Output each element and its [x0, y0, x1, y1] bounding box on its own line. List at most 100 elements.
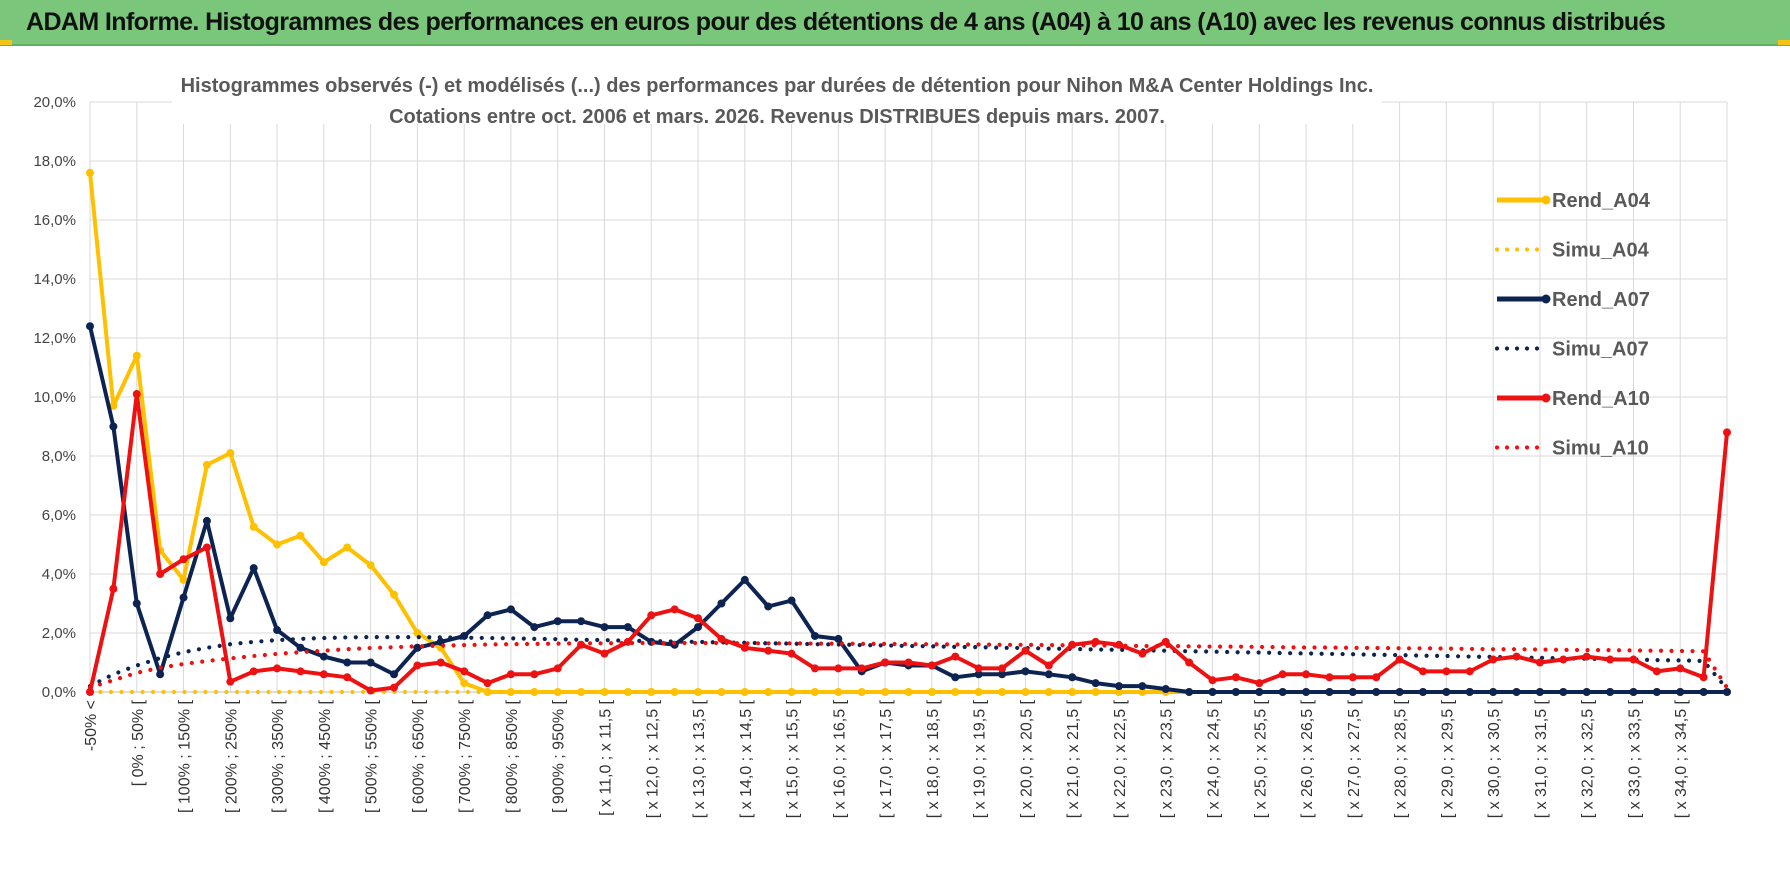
data-point-rend-a10: [974, 664, 983, 673]
data-point-rend-a07: [506, 605, 515, 614]
data-point-rend-a07: [343, 658, 352, 667]
data-point-rend-a10: [1348, 673, 1357, 682]
x-tick-label: [ x 22,0 ; x 22,5 [: [1112, 699, 1129, 818]
data-point-rend-a10: [202, 543, 211, 552]
data-point-rend-a10: [86, 688, 94, 696]
data-point-rend-a10: [1699, 673, 1708, 682]
data-point-rend-a04: [413, 629, 422, 637]
series-rend-a07: [86, 322, 1731, 696]
data-point-rend-a04: [226, 449, 235, 458]
x-tick-label: [ x 12,0 ; x 12,5 [: [644, 699, 661, 818]
x-tick-label: [ x 21,0 ; x 21,5 [: [1065, 699, 1082, 818]
grid-lines: [89, 101, 1728, 693]
data-point-rend-a07: [1044, 670, 1053, 679]
data-point-rend-a10: [834, 664, 843, 673]
legend-marker-rend-a10: [1541, 393, 1551, 403]
data-point-rend-a10: [1559, 655, 1568, 664]
x-tick-label: [ x 11,0 ; x 11,5 [: [597, 699, 614, 815]
data-point-rend-a04: [881, 688, 890, 696]
y-tick-label: 10,0%: [33, 389, 76, 406]
chart-title-block: Histogrammes observés (-) et modélisés (…: [172, 66, 1382, 128]
y-tick-label: 18,0%: [33, 153, 76, 170]
data-point-rend-a04: [343, 543, 352, 552]
x-tick-label: [ x 25,0 ; x 25,5 [: [1252, 699, 1269, 818]
header-bar: ADAM Informe. Histogrammes des performan…: [0, 0, 1790, 46]
data-point-rend-a10: [904, 658, 913, 667]
chart: Histogrammes observés (-) et modélisés (…: [33, 66, 1731, 818]
x-tick-label: [ x 30,0 ; x 30,5 [: [1486, 699, 1503, 818]
data-point-rend-a04: [390, 590, 399, 599]
data-point-rend-a07: [296, 643, 305, 652]
data-point-rend-a04: [740, 688, 749, 696]
data-point-rend-a10: [1723, 428, 1731, 437]
x-tick-label: [ 500% ; 550% [: [364, 699, 381, 813]
data-point-rend-a10: [109, 584, 118, 593]
data-point-rend-a10: [1535, 658, 1544, 667]
x-tick-label: [ x 26,0 ; x 26,5 [: [1299, 699, 1316, 818]
data-point-rend-a07: [202, 516, 211, 525]
data-point-rend-a10: [132, 390, 141, 399]
data-point-rend-a10: [857, 664, 866, 673]
data-point-rend-a07: [577, 617, 586, 626]
data-point-rend-a04: [109, 401, 118, 410]
data-point-rend-a07: [483, 611, 492, 620]
data-point-rend-a07: [1302, 688, 1311, 696]
data-point-rend-a07: [1559, 688, 1568, 696]
data-point-rend-a10: [1512, 652, 1521, 661]
data-point-rend-a04: [1068, 688, 1077, 696]
data-point-rend-a10: [436, 658, 445, 667]
data-point-rend-a07: [1606, 688, 1615, 696]
data-point-rend-a10: [810, 664, 819, 673]
data-point-rend-a10: [1442, 667, 1451, 676]
data-point-rend-a07: [530, 623, 539, 632]
data-point-rend-a07: [764, 602, 773, 611]
x-tick-label: [ x 31,0 ; x 31,5 [: [1533, 699, 1550, 818]
x-tick-label: [ x 16,0 ; x 16,5 [: [831, 699, 848, 818]
x-tick-label: [ 800% ; 850% [: [504, 699, 521, 813]
data-point-rend-a10: [366, 686, 375, 695]
legend-marker-rend-a04: [1541, 195, 1551, 205]
data-point-rend-a10: [226, 677, 235, 686]
data-point-rend-a04: [1044, 688, 1053, 696]
x-tick-label: [ 400% ; 450% [: [317, 699, 334, 813]
x-tick-label: [ x 34,0 ; x 34,5 [: [1673, 699, 1690, 818]
data-point-rend-a07: [694, 623, 703, 632]
data-point-rend-a07: [1699, 688, 1708, 696]
data-point-rend-a07: [717, 599, 726, 608]
data-point-rend-a07: [1512, 688, 1521, 696]
data-point-rend-a07: [1418, 688, 1427, 696]
data-point-rend-a07: [319, 652, 328, 661]
data-point-rend-a10: [740, 643, 749, 652]
x-tick-label: [ 200% ; 250% [: [223, 699, 240, 813]
data-point-rend-a04: [202, 460, 211, 469]
data-point-rend-a07: [600, 623, 609, 632]
y-tick-label: 20,0%: [33, 94, 76, 111]
data-point-rend-a04: [670, 688, 679, 696]
data-point-rend-a10: [1629, 655, 1638, 664]
data-point-rend-a07: [1138, 682, 1147, 691]
data-point-rend-a04: [530, 688, 539, 696]
data-point-rend-a07: [156, 670, 165, 679]
data-point-rend-a10: [530, 670, 539, 679]
data-point-rend-a10: [764, 646, 773, 655]
data-point-rend-a07: [623, 623, 632, 632]
data-point-rend-a10: [670, 605, 679, 614]
data-point-rend-a10: [319, 670, 328, 679]
data-point-rend-a10: [694, 614, 703, 623]
data-point-rend-a10: [553, 664, 562, 673]
chart-title: Histogrammes observés (-) et modélisés (…: [181, 75, 1374, 97]
legend-label-simu-a07: Simu_A07: [1552, 339, 1649, 361]
y-tick-label: 14,0%: [33, 271, 76, 288]
data-point-rend-a07: [1278, 688, 1287, 696]
data-point-rend-a10: [600, 649, 609, 658]
data-point-rend-a07: [1465, 688, 1474, 696]
data-point-rend-a10: [623, 637, 632, 646]
data-point-rend-a07: [1161, 685, 1170, 694]
data-point-rend-a07: [1255, 688, 1264, 696]
data-point-rend-a10: [787, 649, 796, 658]
data-point-rend-a07: [1535, 688, 1544, 696]
data-point-rend-a10: [717, 634, 726, 643]
data-point-rend-a07: [1489, 688, 1498, 696]
series-rend-a10: [86, 390, 1731, 696]
plot-area: [86, 168, 1731, 696]
